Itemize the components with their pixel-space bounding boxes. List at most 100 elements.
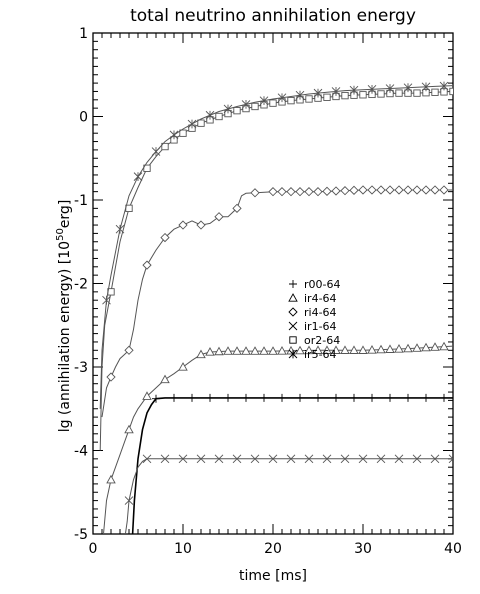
data-point-ir1-64 [250,454,260,464]
data-point-ir1-64 [160,454,170,464]
data-point-ir4-64 [214,346,224,356]
data-point-r00-64 [152,394,160,403]
data-point-or2-64 [125,204,133,212]
x-tick-label: 30 [354,541,372,557]
data-point-r00-64 [224,393,232,402]
y-axis-label: lg (annihilation energy) [1050erg] [55,200,73,433]
series-r00-64 [131,393,453,534]
x-tick-label: 40 [444,541,462,557]
y-tick-label: -1 [74,193,88,209]
data-point-ir5-64 [151,147,161,156]
data-point-ir1-64 [340,454,350,464]
data-point-ri4-64 [277,187,287,197]
data-point-ri4-64 [250,188,260,198]
data-point-ir4-64 [349,345,359,354]
x-tick-label: 20 [264,541,282,557]
data-point-r00-64 [296,393,304,402]
data-point-ri4-64 [412,185,422,195]
data-point-or2-64 [449,87,453,96]
data-point-ir5-64 [313,88,323,98]
data-point-ir5-64 [223,104,233,114]
data-point-ri4-64 [358,185,368,195]
legend-label-r00-64: r00-64 [304,278,341,291]
data-point-ri4-64 [430,185,440,195]
data-point-ir4-64 [178,362,188,371]
data-point-or2-64 [377,90,385,98]
series-line-or2-64 [99,90,453,451]
series-ri4-64 [101,185,453,418]
legend-item-ir1-64: ir1-64 [288,320,337,333]
data-point-ri4-64 [322,186,332,196]
data-point-ir5-64 [385,84,395,93]
data-point-ri4-64 [403,185,413,195]
y-tick-label: -2 [74,277,88,293]
data-point-r00-64 [368,393,376,402]
y-axis-label-prefix: lg (annihilation energy) [10 [57,241,73,432]
data-point-ir4-64 [385,344,395,353]
data-point-or2-64 [395,89,403,97]
series-line-ir4-64 [102,345,453,534]
series-line-ri4-64 [101,189,453,418]
data-point-ir4-64 [340,345,350,354]
data-point-ir4-64 [367,345,377,354]
data-point-ir4-64 [421,342,431,352]
series-line-ir1-64 [124,458,453,534]
y-tick-label: -3 [74,360,88,376]
data-point-r00-64 [314,393,322,402]
data-point-or2-64 [161,142,169,151]
data-point-or2-64 [305,95,313,103]
data-point-ir1-64 [358,454,368,464]
data-point-ir1-64 [124,496,134,505]
series-line-r00-64 [131,397,453,534]
data-point-r00-64 [242,393,250,402]
plot-area: 0 10 20 30 40 -5 -4 -3 -2 -1 0 1 [74,26,462,557]
legend-item-or2-64: or2-64 [289,334,340,347]
legend-marker-ir5-64 [288,349,298,359]
data-point-or2-64 [341,91,349,100]
data-point-ir4-64 [295,345,305,355]
data-point-ir1-64 [376,454,386,464]
data-point-ir4-64 [106,474,116,484]
x-tick-label: 10 [174,541,192,557]
data-point-ri4-64 [142,260,152,270]
data-point-ir4-64 [268,346,278,355]
data-point-ir5-64 [205,110,215,120]
legend-item-ri4-64: ri4-64 [288,306,337,319]
series-ir1-64 [124,454,453,534]
data-point-or2-64 [233,107,241,115]
data-point-ir5-64 [421,82,431,92]
data-point-ir5-64 [102,295,111,305]
legend-marker-ir4-64 [288,293,298,302]
data-point-ir4-64 [196,349,206,359]
data-point-ri4-64 [214,212,224,222]
data-point-or2-64 [215,112,223,121]
data-point-ir4-64 [277,346,287,355]
data-point-ir1-64 [178,454,188,464]
data-point-ir5-64 [133,172,143,182]
data-point-ir4-64 [259,346,269,355]
data-point-ri4-64 [313,187,323,197]
data-point-ri4-64 [376,185,386,195]
data-point-ir1-64 [430,454,440,464]
legend-marker-r00-64 [289,280,297,288]
data-point-ir4-64 [403,343,413,353]
data-point-ir5-64 [187,119,197,129]
data-point-r00-64 [422,393,430,402]
legend-label-ir4-64: ir4-64 [304,292,337,305]
data-point-ri4-64 [304,187,314,197]
data-point-ir4-64 [142,391,152,400]
data-point-ri4-64 [394,185,404,195]
legend-label-or2-64: or2-64 [304,334,340,347]
y-tick-label: 1 [79,26,88,42]
y-tick-label: -5 [74,527,88,543]
series-or2-64 [99,87,453,451]
legend-item-r00-64: r00-64 [289,278,341,291]
data-point-ir4-64 [313,345,323,354]
data-point-or2-64 [179,129,187,137]
data-point-or2-64 [431,88,439,96]
data-point-ir5-64 [295,90,305,100]
y-axis-label-exponent: 50 [55,228,66,241]
data-point-ir5-64 [169,130,179,140]
data-point-r00-64 [260,393,268,402]
data-point-r00-64 [386,393,394,402]
